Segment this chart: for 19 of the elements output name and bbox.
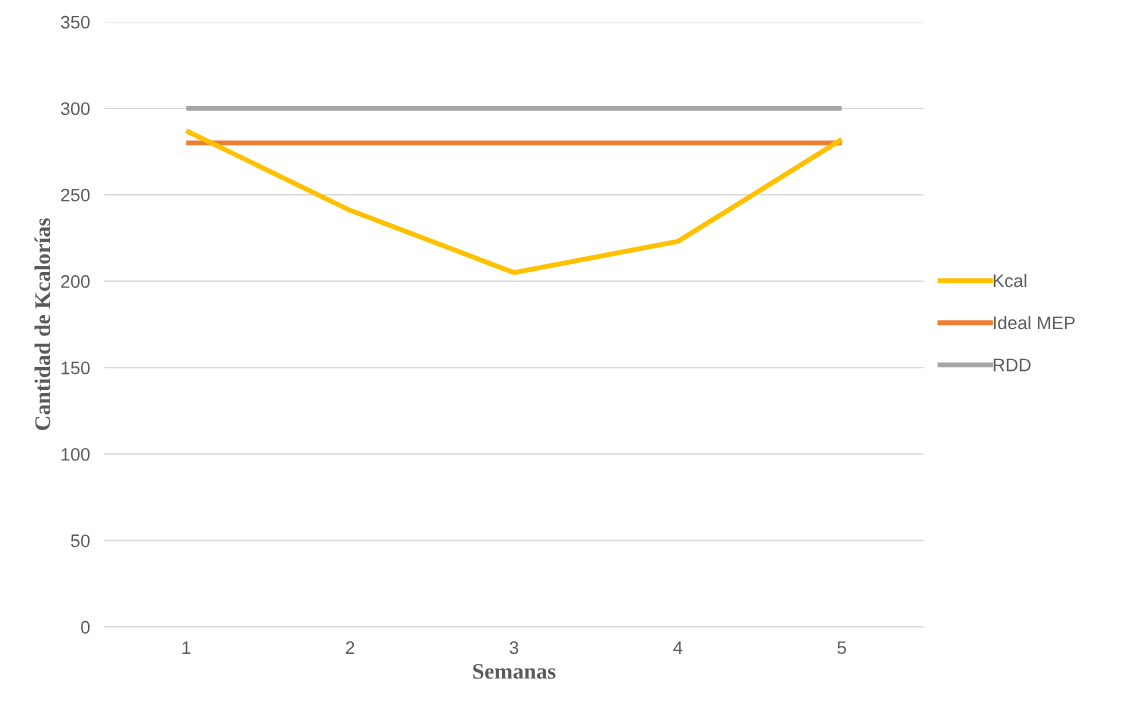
- x-tick-label: 2: [345, 641, 355, 654]
- legend-label: RDD: [993, 358, 1031, 372]
- x-tick-label: 3: [509, 641, 519, 655]
- x-axis-title: Semanas: [473, 663, 556, 679]
- line-series: [183, 128, 845, 275]
- x-tick-label: 5: [837, 641, 847, 655]
- y-tick-label: 250: [61, 188, 90, 202]
- y-tick-label: 50: [71, 534, 90, 548]
- legend-label: Kcal: [993, 273, 1027, 288]
- y-tick-label: 100: [61, 447, 90, 461]
- y-axis-title: Cantidad de Kcalorías: [34, 218, 51, 431]
- y-tick-label: 300: [60, 102, 90, 116]
- x-tick-label: 4: [673, 641, 683, 654]
- y-tick-label: 200: [61, 275, 90, 288]
- y-tick-label: 0: [81, 620, 90, 634]
- y-tick-label: 150: [61, 361, 90, 375]
- y-tick-label: 350: [60, 15, 90, 29]
- x-tick-label: 1: [182, 641, 191, 654]
- legend-label: Ideal MEP: [993, 315, 1075, 330]
